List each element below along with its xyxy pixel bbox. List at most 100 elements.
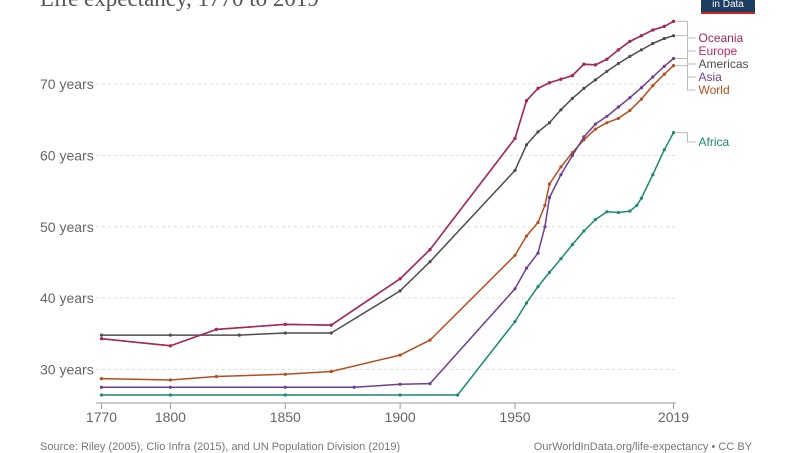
point-americas-1870[interactable] [329, 331, 333, 335]
point-world-2000[interactable] [628, 108, 632, 113]
point-africa-1995[interactable] [616, 210, 621, 215]
point-americas-1913[interactable] [428, 260, 432, 264]
point-asia-1960[interactable] [536, 251, 540, 255]
point-asia-1990[interactable] [605, 114, 609, 118]
point-asia-1955[interactable] [524, 266, 529, 270]
point-africa-2010[interactable] [651, 173, 655, 177]
point-americas-1830[interactable] [237, 333, 241, 337]
point-world-1960[interactable] [536, 220, 540, 225]
line-africa[interactable] [101, 132, 675, 396]
point-asia-1995[interactable] [616, 105, 621, 109]
point-oceania-1985[interactable] [593, 63, 598, 67]
point-world-1900[interactable] [398, 353, 402, 357]
point-africa-1770[interactable] [99, 393, 104, 397]
line-oceania[interactable] [101, 20, 674, 347]
point-oceania-1950[interactable] [513, 136, 517, 140]
point-americas-1950[interactable] [513, 168, 517, 172]
line-europe[interactable] [101, 20, 674, 347]
point-africa-1925[interactable] [456, 393, 460, 397]
point-oceania-1770[interactable] [99, 337, 104, 341]
point-americas-1975[interactable] [570, 96, 575, 100]
point-americas-1960[interactable] [536, 130, 540, 134]
point-asia-1980[interactable] [582, 135, 586, 139]
point-africa-1985[interactable] [593, 218, 598, 222]
point-world-1985[interactable] [593, 127, 598, 131]
point-oceania-1970[interactable] [559, 77, 563, 81]
legend-item-americas[interactable]: Americas [675, 35, 749, 71]
point-africa-2000[interactable] [628, 209, 632, 213]
legend-item-world[interactable]: World [675, 65, 730, 97]
point-africa-1960[interactable] [536, 285, 540, 289]
point-world-1770[interactable] [99, 377, 104, 381]
license-link[interactable]: OurWorldInData.org/life-expectancy • CC … [533, 441, 752, 453]
point-americas-2010[interactable] [651, 41, 655, 46]
point-world-1963[interactable] [543, 203, 547, 207]
point-asia-2019[interactable] [671, 56, 676, 61]
point-oceania-1965[interactable] [547, 81, 552, 85]
point-asia-2015[interactable] [662, 64, 666, 68]
point-africa-1975[interactable] [570, 243, 575, 247]
point-asia-2010[interactable] [651, 75, 655, 79]
point-africa-1990[interactable] [605, 210, 609, 214]
point-oceania-1900[interactable] [398, 277, 402, 281]
point-world-2019[interactable] [671, 64, 676, 68]
point-asia-1800[interactable] [168, 385, 172, 389]
point-world-1913[interactable] [428, 338, 432, 342]
point-americas-1985[interactable] [593, 78, 598, 82]
point-world-1970[interactable] [559, 165, 563, 169]
point-americas-2005[interactable] [639, 48, 644, 52]
point-asia-1965[interactable] [547, 195, 552, 200]
point-americas-1800[interactable] [168, 333, 172, 337]
point-oceania-2010[interactable] [651, 28, 655, 32]
point-world-1990[interactable] [605, 121, 609, 125]
point-world-2015[interactable] [662, 72, 666, 76]
point-oceania-1800[interactable] [168, 344, 172, 348]
point-world-1965[interactable] [547, 182, 552, 186]
point-africa-2005[interactable] [639, 196, 644, 200]
point-asia-1900[interactable] [398, 382, 402, 386]
point-asia-1963[interactable] [543, 225, 547, 229]
point-oceania-1913[interactable] [428, 248, 432, 252]
owid-logo[interactable]: in Data [701, 0, 755, 14]
point-africa-2015[interactable] [662, 148, 666, 152]
point-oceania-1975[interactable] [570, 74, 575, 78]
point-oceania-1870[interactable] [329, 323, 333, 327]
point-oceania-1995[interactable] [616, 48, 621, 52]
point-oceania-1980[interactable] [582, 62, 586, 66]
point-oceania-1820[interactable] [214, 327, 218, 331]
point-world-2010[interactable] [651, 84, 655, 88]
point-americas-1980[interactable] [582, 86, 586, 90]
point-asia-1985[interactable] [593, 122, 598, 126]
point-africa-1965[interactable] [547, 270, 552, 274]
point-world-1955[interactable] [524, 234, 529, 238]
point-americas-1965[interactable] [547, 121, 552, 125]
legend-item-africa[interactable]: Africa [675, 132, 730, 149]
point-americas-1770[interactable] [99, 333, 104, 337]
point-asia-1950[interactable] [513, 287, 517, 291]
point-africa-2003[interactable] [635, 203, 639, 207]
point-world-2005[interactable] [639, 97, 644, 101]
line-world[interactable] [101, 65, 675, 381]
point-americas-2019[interactable] [671, 34, 676, 38]
point-asia-2005[interactable] [639, 86, 644, 90]
point-asia-2000[interactable] [628, 96, 632, 100]
point-americas-1990[interactable] [605, 69, 609, 73]
legend-item-oceania[interactable]: Oceania [675, 20, 744, 45]
point-world-1995[interactable] [616, 116, 621, 120]
point-world-1800[interactable] [168, 378, 172, 382]
point-americas-2015[interactable] [662, 36, 666, 41]
point-americas-2000[interactable] [628, 54, 632, 59]
point-africa-1850[interactable] [283, 393, 287, 397]
point-africa-1800[interactable] [168, 393, 172, 397]
point-asia-1880[interactable] [352, 385, 356, 389]
point-oceania-2019[interactable] [671, 19, 676, 23]
point-africa-1980[interactable] [582, 229, 586, 233]
point-oceania-1990[interactable] [605, 57, 609, 61]
point-asia-1850[interactable] [283, 385, 287, 389]
point-americas-1900[interactable] [398, 289, 402, 293]
point-asia-1913[interactable] [428, 382, 432, 386]
point-oceania-2015[interactable] [662, 24, 666, 28]
point-americas-1970[interactable] [559, 108, 563, 112]
point-africa-1955[interactable] [524, 301, 529, 305]
point-oceania-1850[interactable] [283, 322, 287, 326]
